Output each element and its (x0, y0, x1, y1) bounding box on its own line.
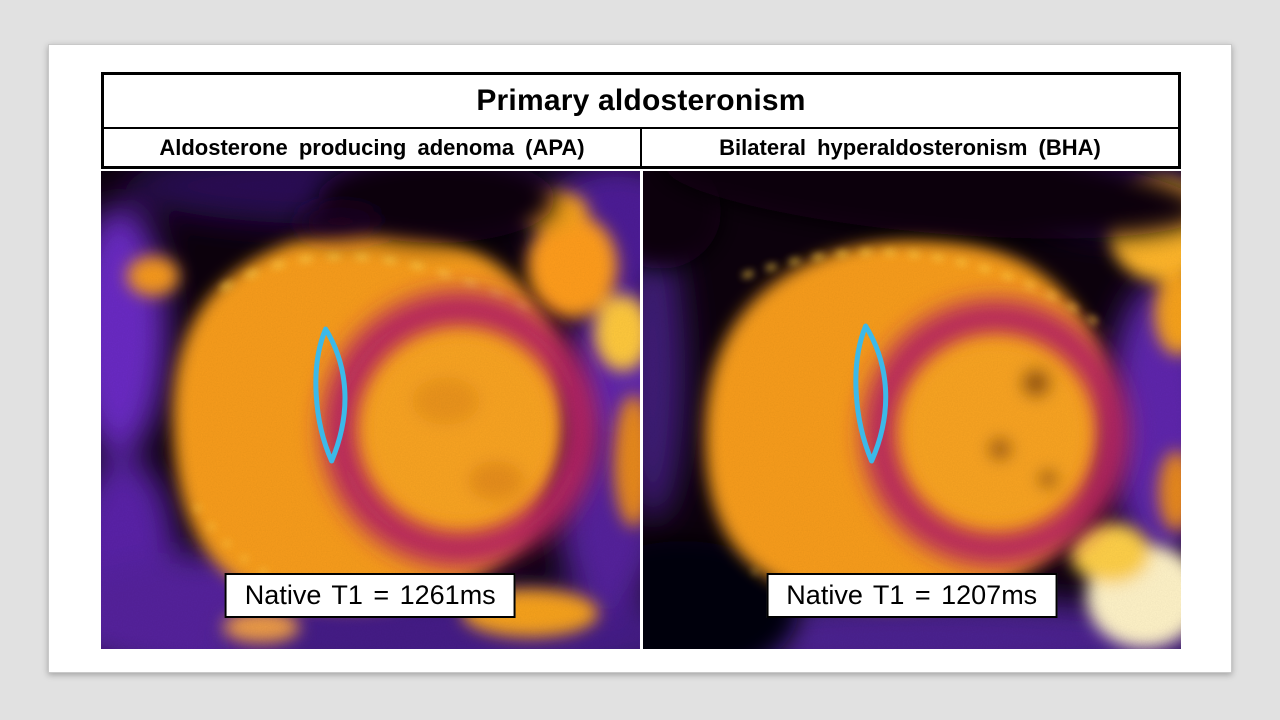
column-header-row: Aldosterone producing adenoma (APA) Bila… (104, 127, 1178, 166)
t1-value-label-bha: Native T1 = 1207ms (766, 573, 1058, 618)
column-header-apa: Aldosterone producing adenoma (APA) (159, 134, 585, 160)
t1-map-image-bha (642, 171, 1181, 649)
figure-title: Primary aldosteronism (476, 84, 806, 117)
figure: Primary aldosteronism Aldosterone produc… (101, 72, 1181, 649)
panel-bha: Native T1 = 1207ms (642, 171, 1181, 649)
column-header-bha: Bilateral hyperaldosteronism (BHA) (640, 129, 1178, 166)
t1-map-image-apa (101, 171, 640, 649)
figure-header-table: Primary aldosteronism Aldosterone produc… (101, 72, 1181, 169)
slide: Primary aldosteronism Aldosterone produc… (48, 44, 1232, 673)
panel-apa: Native T1 = 1261ms (101, 171, 640, 649)
images-row: Native T1 = 1261ms (101, 171, 1181, 649)
roi-crescent-icon (313, 326, 348, 464)
roi-crescent-icon (852, 323, 888, 464)
t1-value-label-apa: Native T1 = 1261ms (224, 573, 516, 618)
